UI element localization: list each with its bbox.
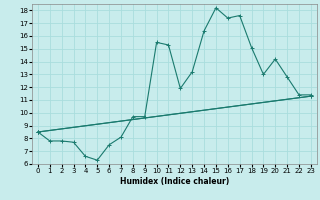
- X-axis label: Humidex (Indice chaleur): Humidex (Indice chaleur): [120, 177, 229, 186]
